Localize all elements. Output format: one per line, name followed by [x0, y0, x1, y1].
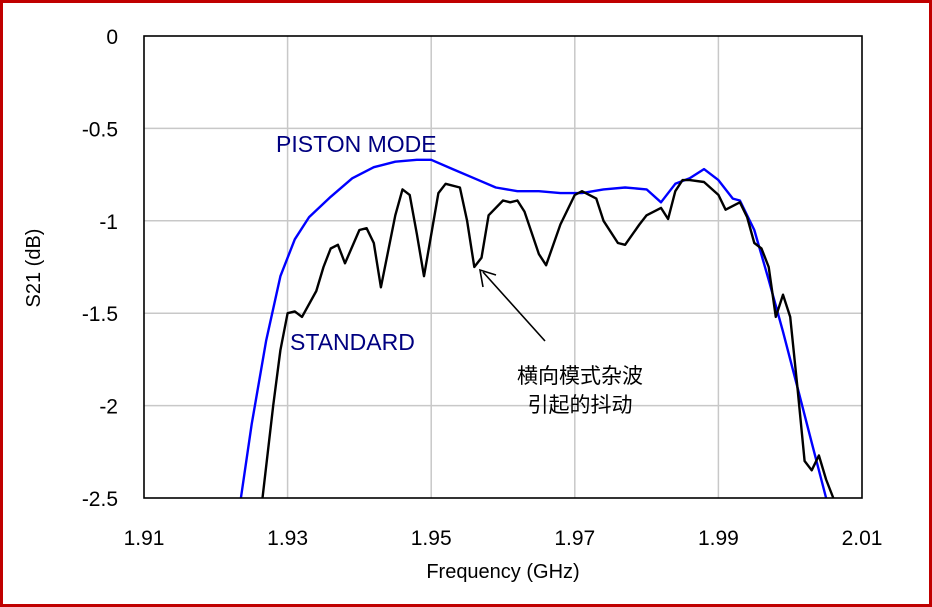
x-axis-label: Frequency (GHz)	[426, 561, 579, 583]
plot-area-border	[143, 35, 863, 499]
y-axis-ticks: 0 -0.5 -1 -1.5 -2 -2.5	[82, 26, 118, 511]
annotation-line-2: 引起的抖动	[528, 394, 633, 417]
data-series	[239, 158, 835, 499]
arrow-head-icon	[478, 268, 497, 288]
x-tick-label: 1.93	[267, 527, 308, 550]
standard-label: STANDARD	[290, 329, 415, 355]
y-tick-label: -2	[99, 396, 118, 419]
y-tick-label: -1	[99, 211, 118, 234]
y-tick-label: -2.5	[82, 488, 118, 511]
x-axis-ticks: 1.91 1.93 1.95 1.97 1.99 2.01	[124, 527, 883, 550]
y-tick-label: 0	[106, 26, 118, 49]
y-tick-label: -0.5	[82, 118, 118, 141]
standard-line	[261, 178, 835, 499]
x-tick-label: 1.99	[698, 527, 739, 550]
x-tick-label: 2.01	[842, 527, 883, 550]
annotation-arrow-line	[482, 271, 546, 342]
gridlines	[144, 36, 862, 498]
piston-mode-label: PISTON MODE	[276, 131, 437, 157]
x-tick-label: 1.95	[411, 527, 452, 550]
x-tick-label: 1.97	[554, 527, 595, 550]
y-axis-label: S21 (dB)	[23, 229, 45, 308]
x-tick-label: 1.91	[124, 527, 165, 550]
annotation-line-1: 横向模式杂波	[517, 365, 643, 388]
y-tick-label: -1.5	[82, 303, 118, 326]
